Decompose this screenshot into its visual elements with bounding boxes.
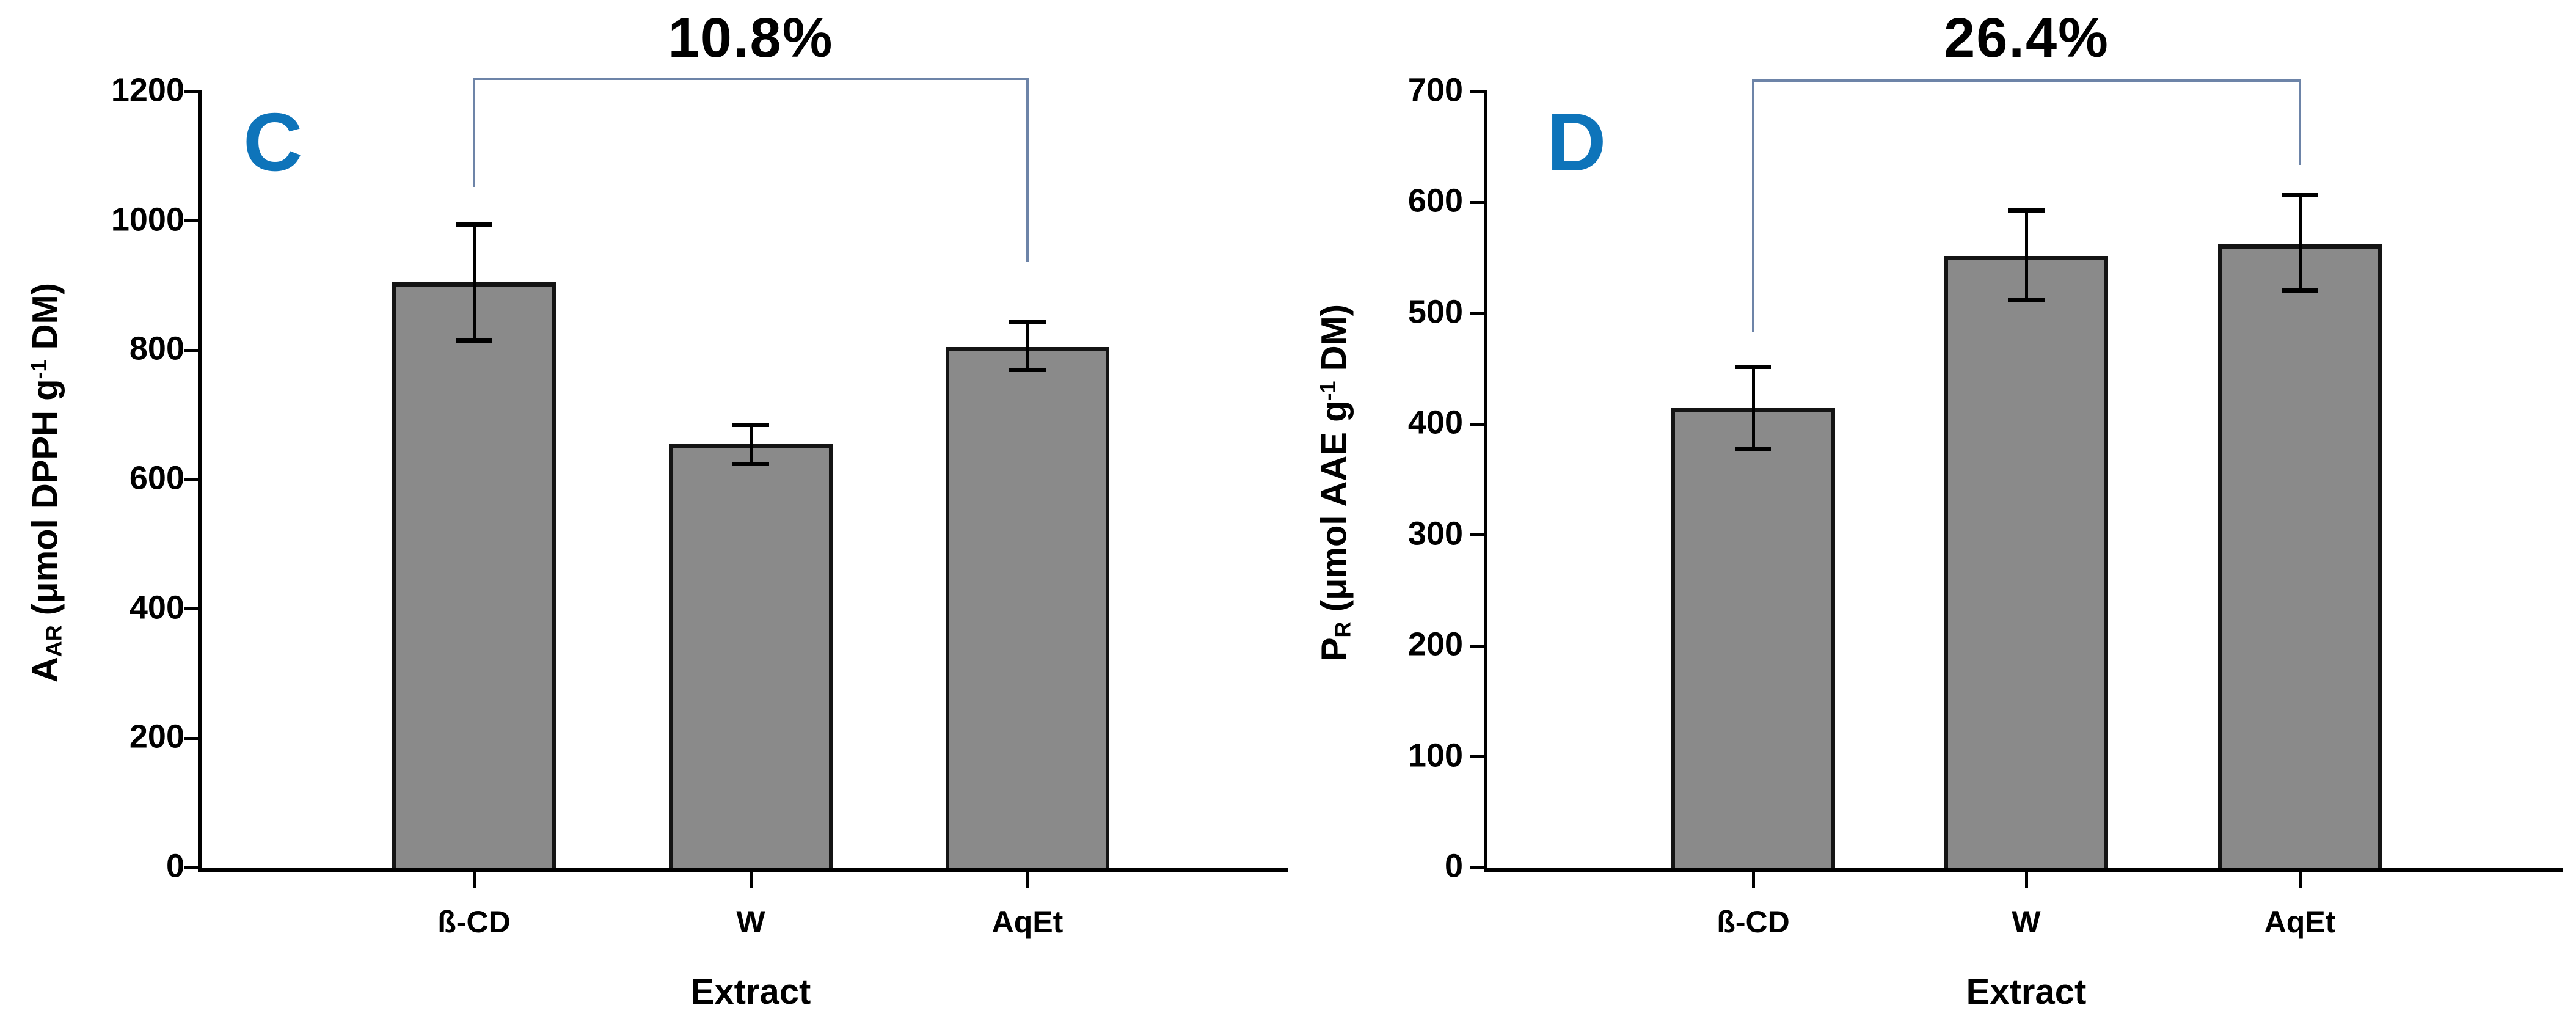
percent-difference-label: 10.8% — [668, 7, 834, 69]
error-bar-cap-top-AqEt — [1009, 319, 1046, 324]
y-tick-label-200: 200 — [129, 718, 184, 755]
y-tick-label-300: 300 — [1407, 515, 1463, 552]
bar-W — [1944, 255, 2108, 868]
y-tick-200 — [184, 736, 198, 740]
x-axis — [1484, 868, 2563, 872]
x-axis — [198, 868, 1288, 872]
y-axis — [1484, 90, 1487, 869]
y-tick-label-400: 400 — [1407, 404, 1463, 441]
error-bar-cap-top-W — [2008, 208, 2045, 213]
y-tick-200 — [1470, 644, 1484, 648]
x-tick-AqEt — [1026, 872, 1029, 888]
error-bar-line-W — [2024, 210, 2028, 301]
error-bar-cap-top-ß-CD — [1735, 364, 1771, 369]
y-tick-0 — [184, 866, 198, 869]
error-bar-line-ß-CD — [1751, 366, 1755, 449]
y-tick-label-600: 600 — [1407, 182, 1463, 219]
bracket-left-drop — [473, 77, 475, 187]
bar-ß-CD — [1671, 408, 1835, 868]
error-bar-cap-bottom-ß-CD — [456, 338, 492, 343]
bar-AqEt — [2218, 244, 2382, 868]
y-tick-label-400: 400 — [129, 589, 184, 626]
y-tick-label-100: 100 — [1407, 737, 1463, 774]
y-tick-0 — [1470, 866, 1484, 869]
x-axis-title: Extract — [690, 972, 811, 1012]
x-tick-AqEt — [2298, 872, 2302, 888]
bracket-right-drop — [1026, 77, 1029, 263]
y-tick-1200 — [184, 90, 198, 93]
x-tick-W — [2024, 872, 2028, 888]
bracket-horizontal — [473, 77, 1029, 80]
y-tick-800 — [184, 348, 198, 352]
error-bar-line-ß-CD — [472, 224, 476, 341]
y-tick-label-200: 200 — [1407, 626, 1463, 663]
y-tick-600 — [1470, 200, 1484, 204]
error-bar-cap-top-AqEt — [2282, 192, 2318, 197]
panel-letter-D: D — [1547, 96, 1607, 188]
y-tick-label-1200: 1200 — [111, 71, 184, 109]
category-label-AqEt: AqEt — [991, 905, 1064, 939]
error-bar-cap-bottom-AqEt — [2282, 288, 2318, 293]
error-bar-line-AqEt — [2298, 194, 2302, 290]
y-axis-title: PR (μmol AAE g-1 DM) — [1314, 304, 1356, 662]
y-tick-label-700: 700 — [1407, 71, 1463, 109]
bar-W — [669, 444, 833, 868]
bracket-right-drop — [2299, 79, 2301, 165]
bracket-left-drop — [1752, 79, 1754, 332]
y-tick-400 — [184, 607, 198, 611]
x-tick-ß-CD — [1751, 872, 1755, 888]
y-tick-label-0: 0 — [166, 847, 184, 885]
y-axis — [198, 90, 202, 869]
y-tick-100 — [1470, 755, 1484, 759]
y-axis-title: AAR (μmol DPPH g-1 DM) — [25, 282, 67, 683]
error-bar-cap-bottom-W — [2008, 298, 2045, 303]
category-label-W: W — [2012, 905, 2041, 939]
x-tick-W — [749, 872, 753, 888]
y-tick-label-1000: 1000 — [111, 201, 184, 238]
category-label-AqEt: AqEt — [2264, 905, 2336, 939]
category-label-ß-CD: ß-CD — [437, 905, 511, 939]
y-tick-label-500: 500 — [1407, 293, 1463, 331]
x-axis-title: Extract — [1966, 972, 2087, 1012]
error-bar-cap-bottom-ß-CD — [1735, 447, 1771, 451]
error-bar-cap-top-W — [732, 423, 769, 428]
y-tick-label-0: 0 — [1444, 847, 1463, 885]
category-label-ß-CD: ß-CD — [1717, 905, 1790, 939]
y-tick-label-600: 600 — [129, 459, 184, 497]
y-tick-300 — [1470, 533, 1484, 537]
error-bar-cap-top-ß-CD — [456, 222, 492, 227]
bracket-horizontal — [1752, 79, 2301, 82]
percent-difference-label: 26.4% — [1944, 7, 2109, 69]
bar-ß-CD — [392, 282, 556, 868]
error-bar-cap-bottom-AqEt — [1009, 368, 1046, 373]
y-tick-500 — [1470, 312, 1484, 315]
y-tick-700 — [1470, 90, 1484, 93]
error-bar-line-AqEt — [1026, 321, 1029, 370]
error-bar-cap-bottom-W — [732, 461, 769, 466]
panel-letter-C: C — [243, 96, 303, 188]
y-tick-label-800: 800 — [129, 330, 184, 367]
y-tick-400 — [1470, 422, 1484, 426]
error-bar-line-W — [749, 425, 753, 464]
y-tick-600 — [184, 478, 198, 481]
category-label-W: W — [736, 905, 765, 939]
x-tick-ß-CD — [472, 872, 476, 888]
bar-AqEt — [946, 347, 1109, 868]
y-tick-1000 — [184, 219, 198, 223]
